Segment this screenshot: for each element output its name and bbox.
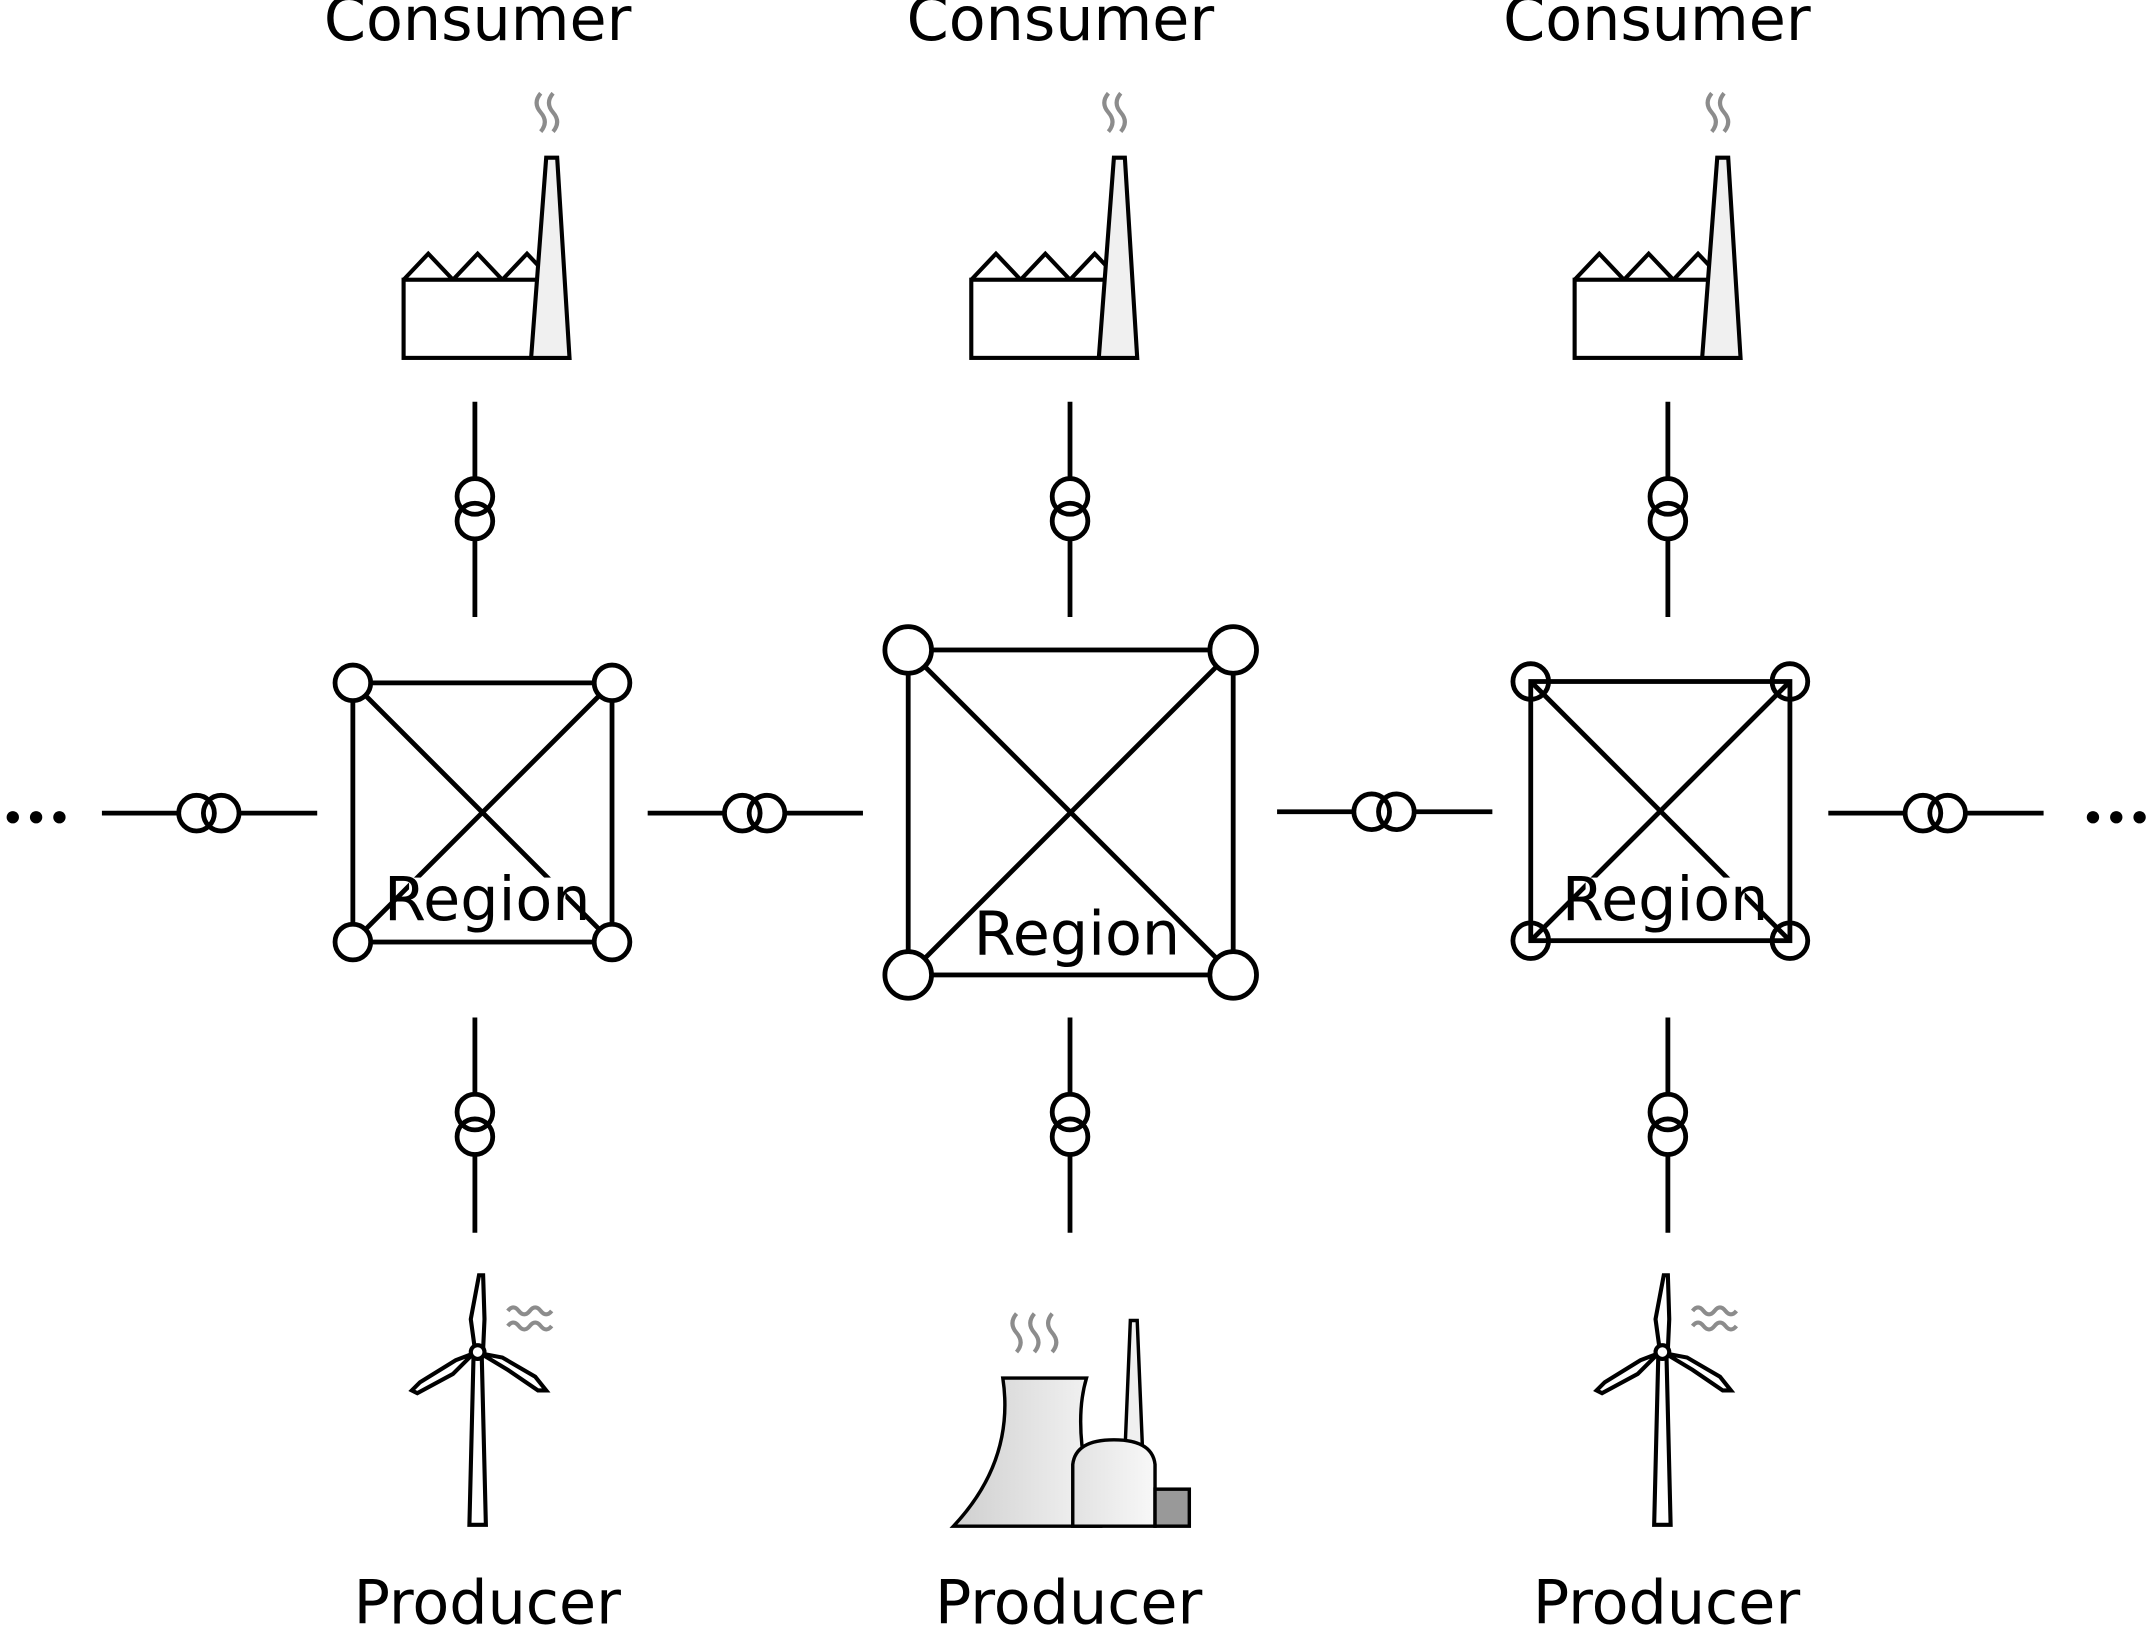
region-network: Region xyxy=(1510,661,1811,961)
transformer-icon xyxy=(1905,795,1965,831)
interconnection xyxy=(647,795,863,831)
producer-label: Producer xyxy=(1533,1569,1801,1639)
transformer-icon xyxy=(1650,1094,1686,1154)
power-plant-icon xyxy=(949,1312,1192,1528)
consumer-label: Consumer xyxy=(1503,0,1811,55)
producer-connection xyxy=(1052,1017,1088,1233)
bus-node xyxy=(882,949,934,1001)
producer-label: Producer xyxy=(354,1569,622,1639)
bus-node xyxy=(1510,661,1551,702)
wind-turbine-icon xyxy=(1597,1275,1737,1525)
interconnection xyxy=(101,795,318,831)
ellipsis-icon xyxy=(6,811,66,824)
bus-node xyxy=(1769,661,1811,702)
wind-turbine-icon xyxy=(412,1275,552,1525)
interconnection xyxy=(1828,795,2044,831)
bus-node xyxy=(882,624,934,676)
consumer-connection xyxy=(1650,401,1686,618)
transformer-icon xyxy=(1052,479,1088,539)
factory-icon xyxy=(404,93,570,358)
bus-node xyxy=(591,921,633,963)
transformer-icon xyxy=(724,795,784,831)
producer-connection xyxy=(457,1017,493,1233)
bus-node xyxy=(332,662,374,704)
transformer-icon xyxy=(1650,479,1686,539)
bus-node xyxy=(591,662,633,704)
bus-node xyxy=(1207,624,1259,676)
producer-connection xyxy=(1650,1017,1686,1233)
region-label: Region xyxy=(974,899,1181,969)
producer-label: Producer xyxy=(935,1569,1203,1639)
bus-node xyxy=(1769,920,1811,961)
bus-node xyxy=(1207,949,1259,1001)
bus-node xyxy=(332,921,374,963)
factory-icon xyxy=(971,93,1137,358)
region-network: Region xyxy=(332,662,633,963)
region-label: Region xyxy=(1562,865,1769,935)
transformer-icon xyxy=(1354,794,1414,830)
transformer-icon xyxy=(179,795,239,831)
ellipsis-icon xyxy=(2086,811,2146,824)
transformer-icon xyxy=(457,479,493,539)
region-label: Region xyxy=(384,865,591,935)
bus-node xyxy=(1510,920,1551,961)
consumer-connection xyxy=(1052,401,1088,618)
consumer-label: Consumer xyxy=(907,0,1215,55)
transformer-icon xyxy=(457,1094,493,1154)
interconnection xyxy=(1277,794,1493,830)
consumer-label: Consumer xyxy=(324,0,632,55)
consumer-connection xyxy=(457,401,493,618)
factory-icon xyxy=(1575,93,1741,358)
transformer-icon xyxy=(1052,1094,1088,1154)
region-network: Region xyxy=(882,624,1259,1001)
